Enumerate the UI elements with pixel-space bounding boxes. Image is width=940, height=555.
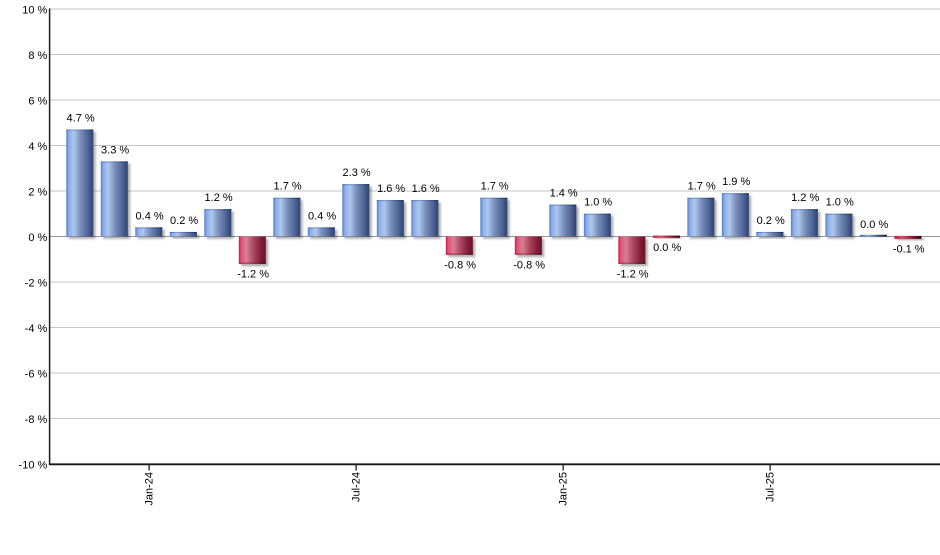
svg-text:4 %: 4 % <box>28 141 47 153</box>
svg-text:-10 %: -10 % <box>19 460 48 472</box>
svg-text:0.2 %: 0.2 % <box>170 215 198 227</box>
svg-text:1.9 %: 1.9 % <box>722 176 750 188</box>
svg-text:1.7 %: 1.7 % <box>688 181 716 193</box>
svg-text:8 %: 8 % <box>28 50 47 62</box>
svg-text:-0.8 %: -0.8 % <box>444 260 476 272</box>
svg-text:-0.8 %: -0.8 % <box>513 260 545 272</box>
svg-text:-1.2 %: -1.2 % <box>617 269 649 281</box>
svg-text:Jan-24: Jan-24 <box>143 472 155 506</box>
svg-text:-1.2 %: -1.2 % <box>237 269 269 281</box>
svg-text:0.4 %: 0.4 % <box>308 210 336 222</box>
svg-text:-0.1 %: -0.1 % <box>893 244 925 256</box>
svg-text:-2 %: -2 % <box>25 278 48 290</box>
svg-text:4.7 %: 4.7 % <box>67 112 95 124</box>
svg-text:1.6 %: 1.6 % <box>412 183 440 195</box>
svg-text:-4 %: -4 % <box>25 323 48 335</box>
svg-text:2.3 %: 2.3 % <box>343 167 371 179</box>
svg-text:1.2 %: 1.2 % <box>205 192 233 204</box>
svg-text:3.3 %: 3.3 % <box>101 144 129 156</box>
svg-text:Jul-25: Jul-25 <box>764 472 776 502</box>
svg-text:1.7 %: 1.7 % <box>274 181 302 193</box>
svg-text:0.0 %: 0.0 % <box>860 219 888 231</box>
svg-text:2 %: 2 % <box>28 187 47 199</box>
svg-text:1.4 %: 1.4 % <box>550 188 578 200</box>
svg-text:Jan-25: Jan-25 <box>557 472 569 506</box>
svg-text:0.4 %: 0.4 % <box>136 210 164 222</box>
svg-text:0 %: 0 % <box>28 232 47 244</box>
svg-text:0.2 %: 0.2 % <box>757 215 785 227</box>
svg-text:1.2 %: 1.2 % <box>791 192 819 204</box>
svg-text:1.0 %: 1.0 % <box>826 197 854 209</box>
svg-text:1.6 %: 1.6 % <box>377 183 405 195</box>
svg-text:1.7 %: 1.7 % <box>481 181 509 193</box>
svg-text:0.0 %: 0.0 % <box>653 242 681 254</box>
svg-text:-8 %: -8 % <box>25 414 48 426</box>
svg-text:-6 %: -6 % <box>25 369 48 381</box>
svg-text:1.0 %: 1.0 % <box>584 197 612 209</box>
svg-text:Jul-24: Jul-24 <box>350 472 362 502</box>
svg-text:6 %: 6 % <box>28 96 47 108</box>
svg-text:10 %: 10 % <box>22 5 47 17</box>
